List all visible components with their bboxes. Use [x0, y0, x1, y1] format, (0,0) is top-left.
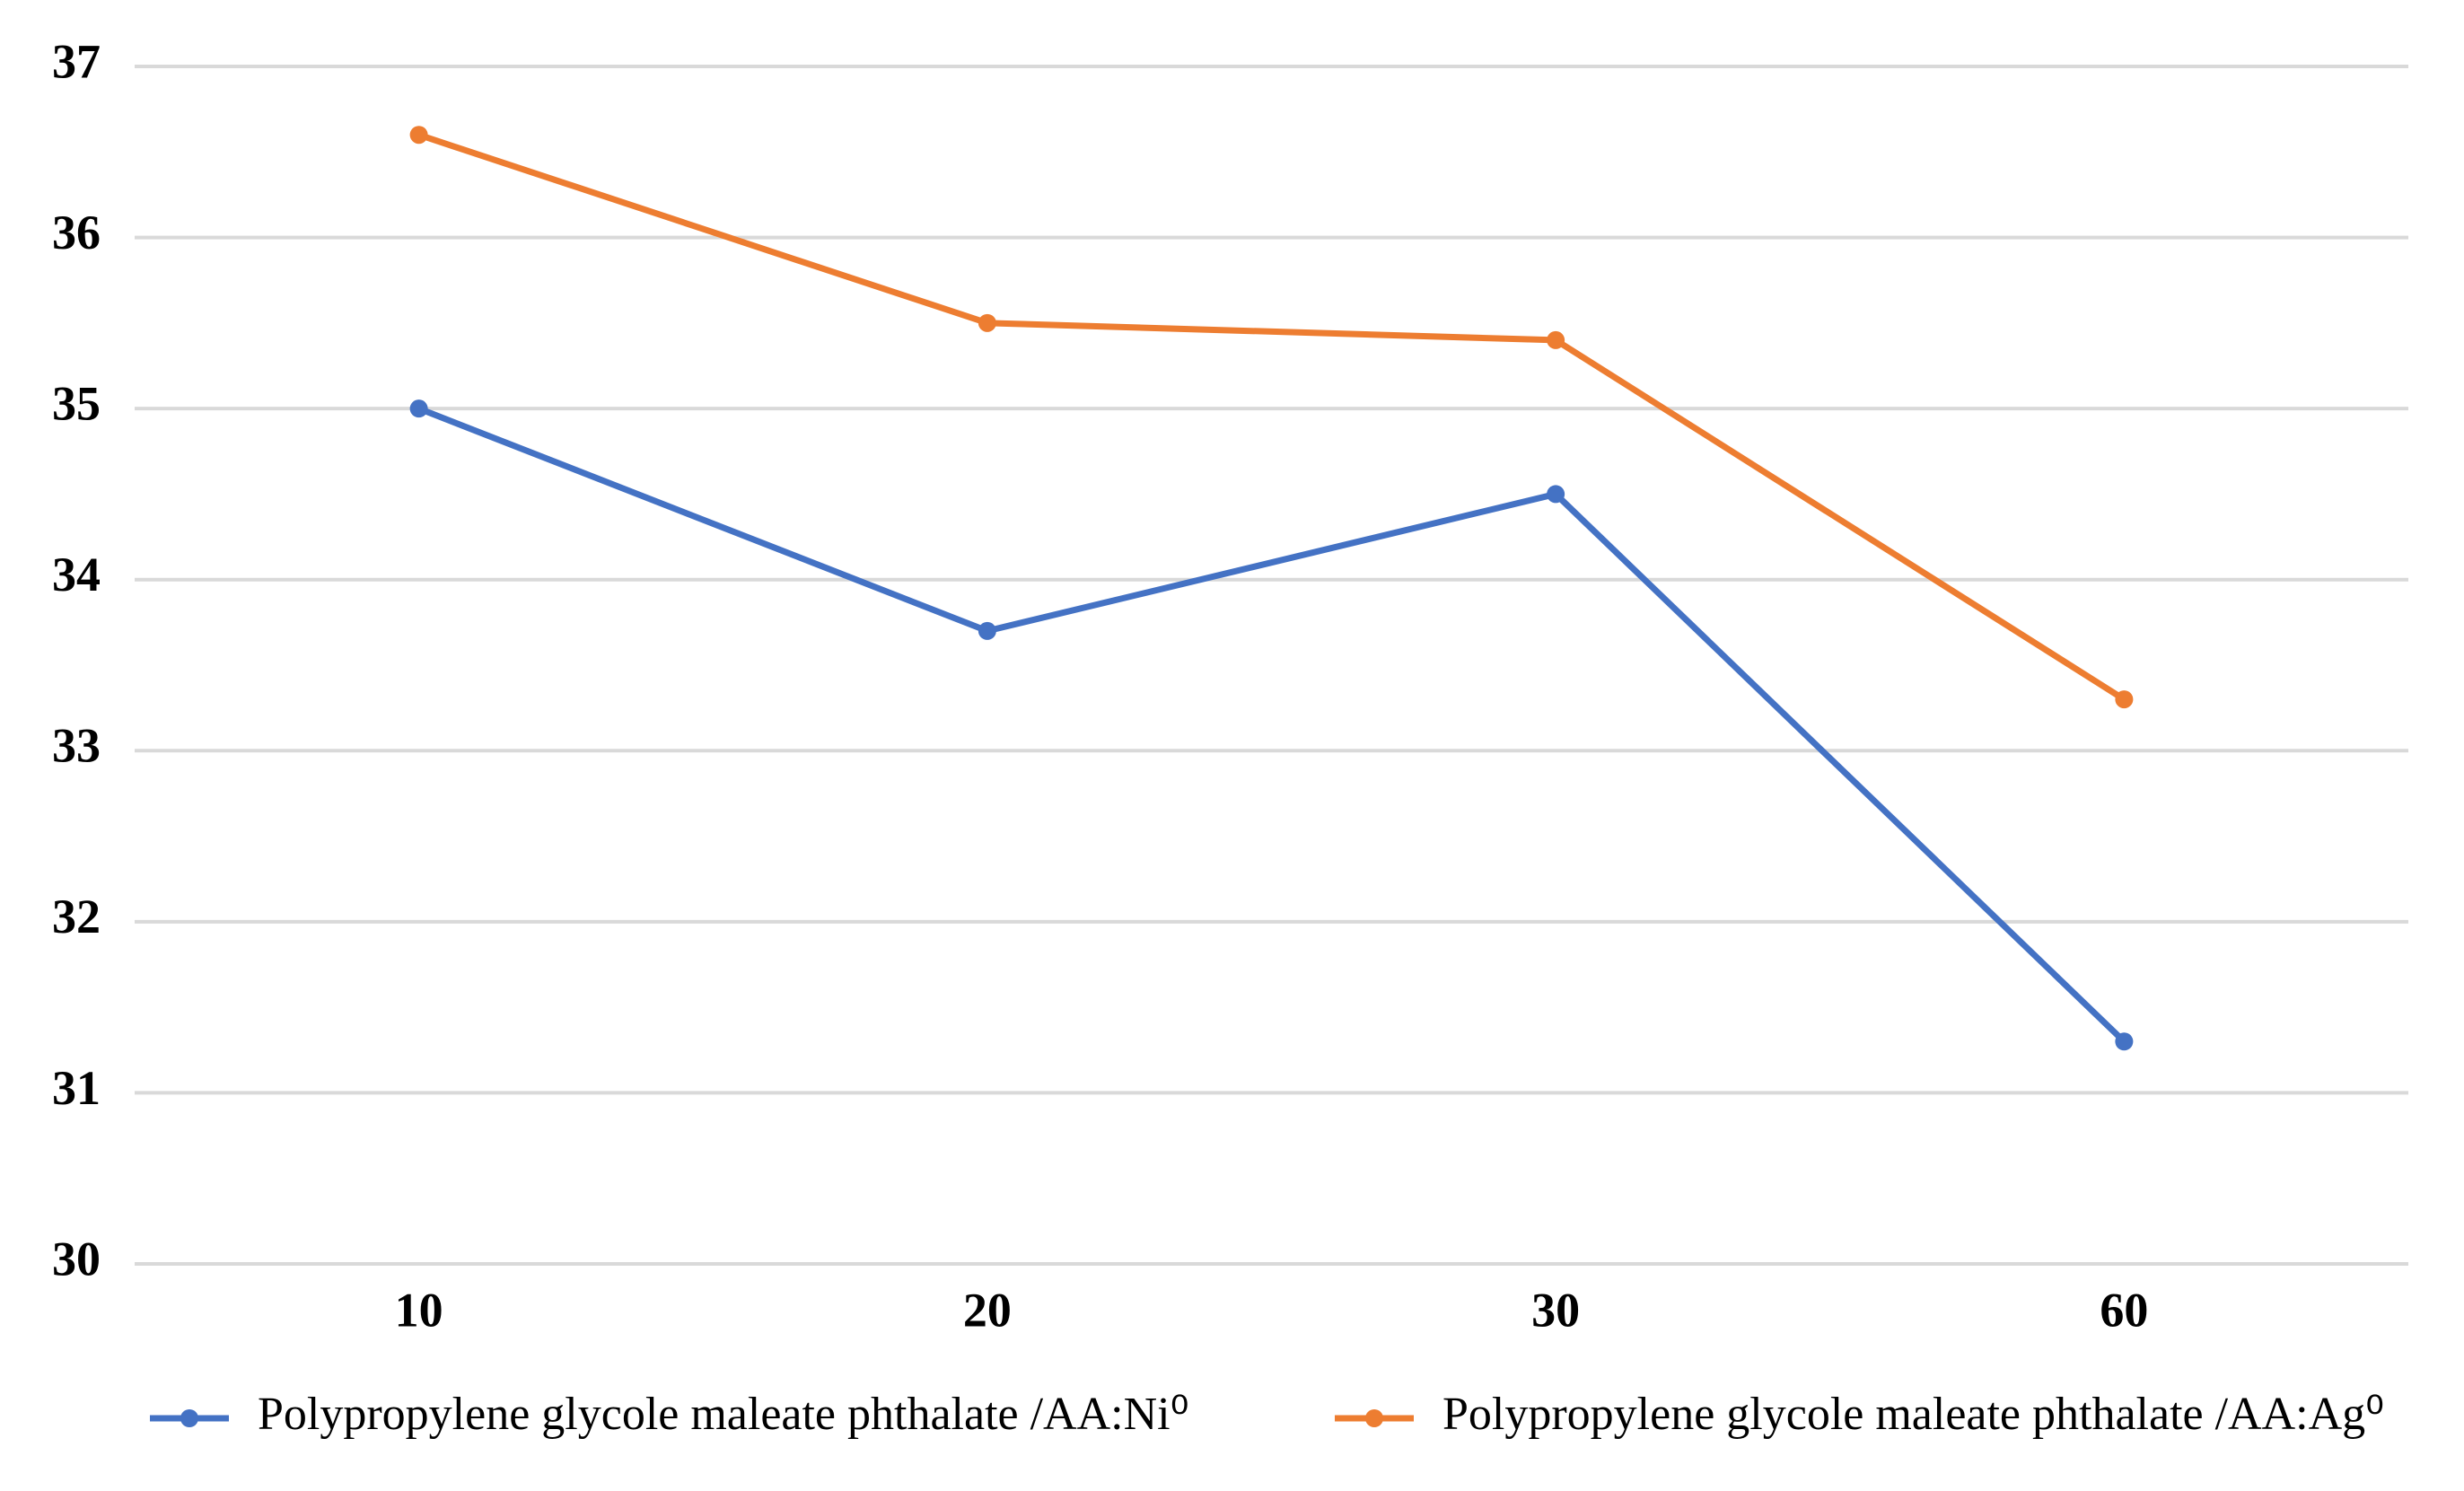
series-line	[417, 405, 2126, 1044]
x-tick-label: 60	[2100, 1283, 2148, 1337]
legend-label: Polypropylene glycole maleate phthalate …	[1442, 1389, 2384, 1440]
point	[409, 399, 428, 418]
point	[1547, 485, 1565, 504]
legend-marker	[1365, 1409, 1383, 1427]
point	[978, 313, 996, 332]
y-tick-label: 31	[52, 1061, 101, 1115]
x-tick-label: 30	[1531, 1283, 1580, 1337]
y-tick-label: 33	[52, 719, 101, 773]
point	[2115, 1032, 2134, 1051]
y-tick-label: 30	[52, 1232, 101, 1285]
x-tick-label: 10	[395, 1283, 443, 1337]
y-tick-label: 36	[52, 206, 101, 259]
point	[409, 126, 428, 145]
point	[2115, 690, 2134, 709]
y-tick-label: 35	[52, 377, 101, 431]
y-tick-label: 34	[52, 548, 101, 601]
y-tick-label: 37	[52, 34, 101, 88]
series-line	[417, 131, 2126, 703]
point	[1547, 330, 1565, 349]
legend-label: Polypropylene glycole maleate phthalate …	[258, 1389, 1188, 1440]
legend-marker	[180, 1409, 198, 1427]
y-tick-label: 32	[52, 890, 101, 943]
point	[978, 621, 996, 640]
x-tick-label: 20	[963, 1283, 1012, 1337]
